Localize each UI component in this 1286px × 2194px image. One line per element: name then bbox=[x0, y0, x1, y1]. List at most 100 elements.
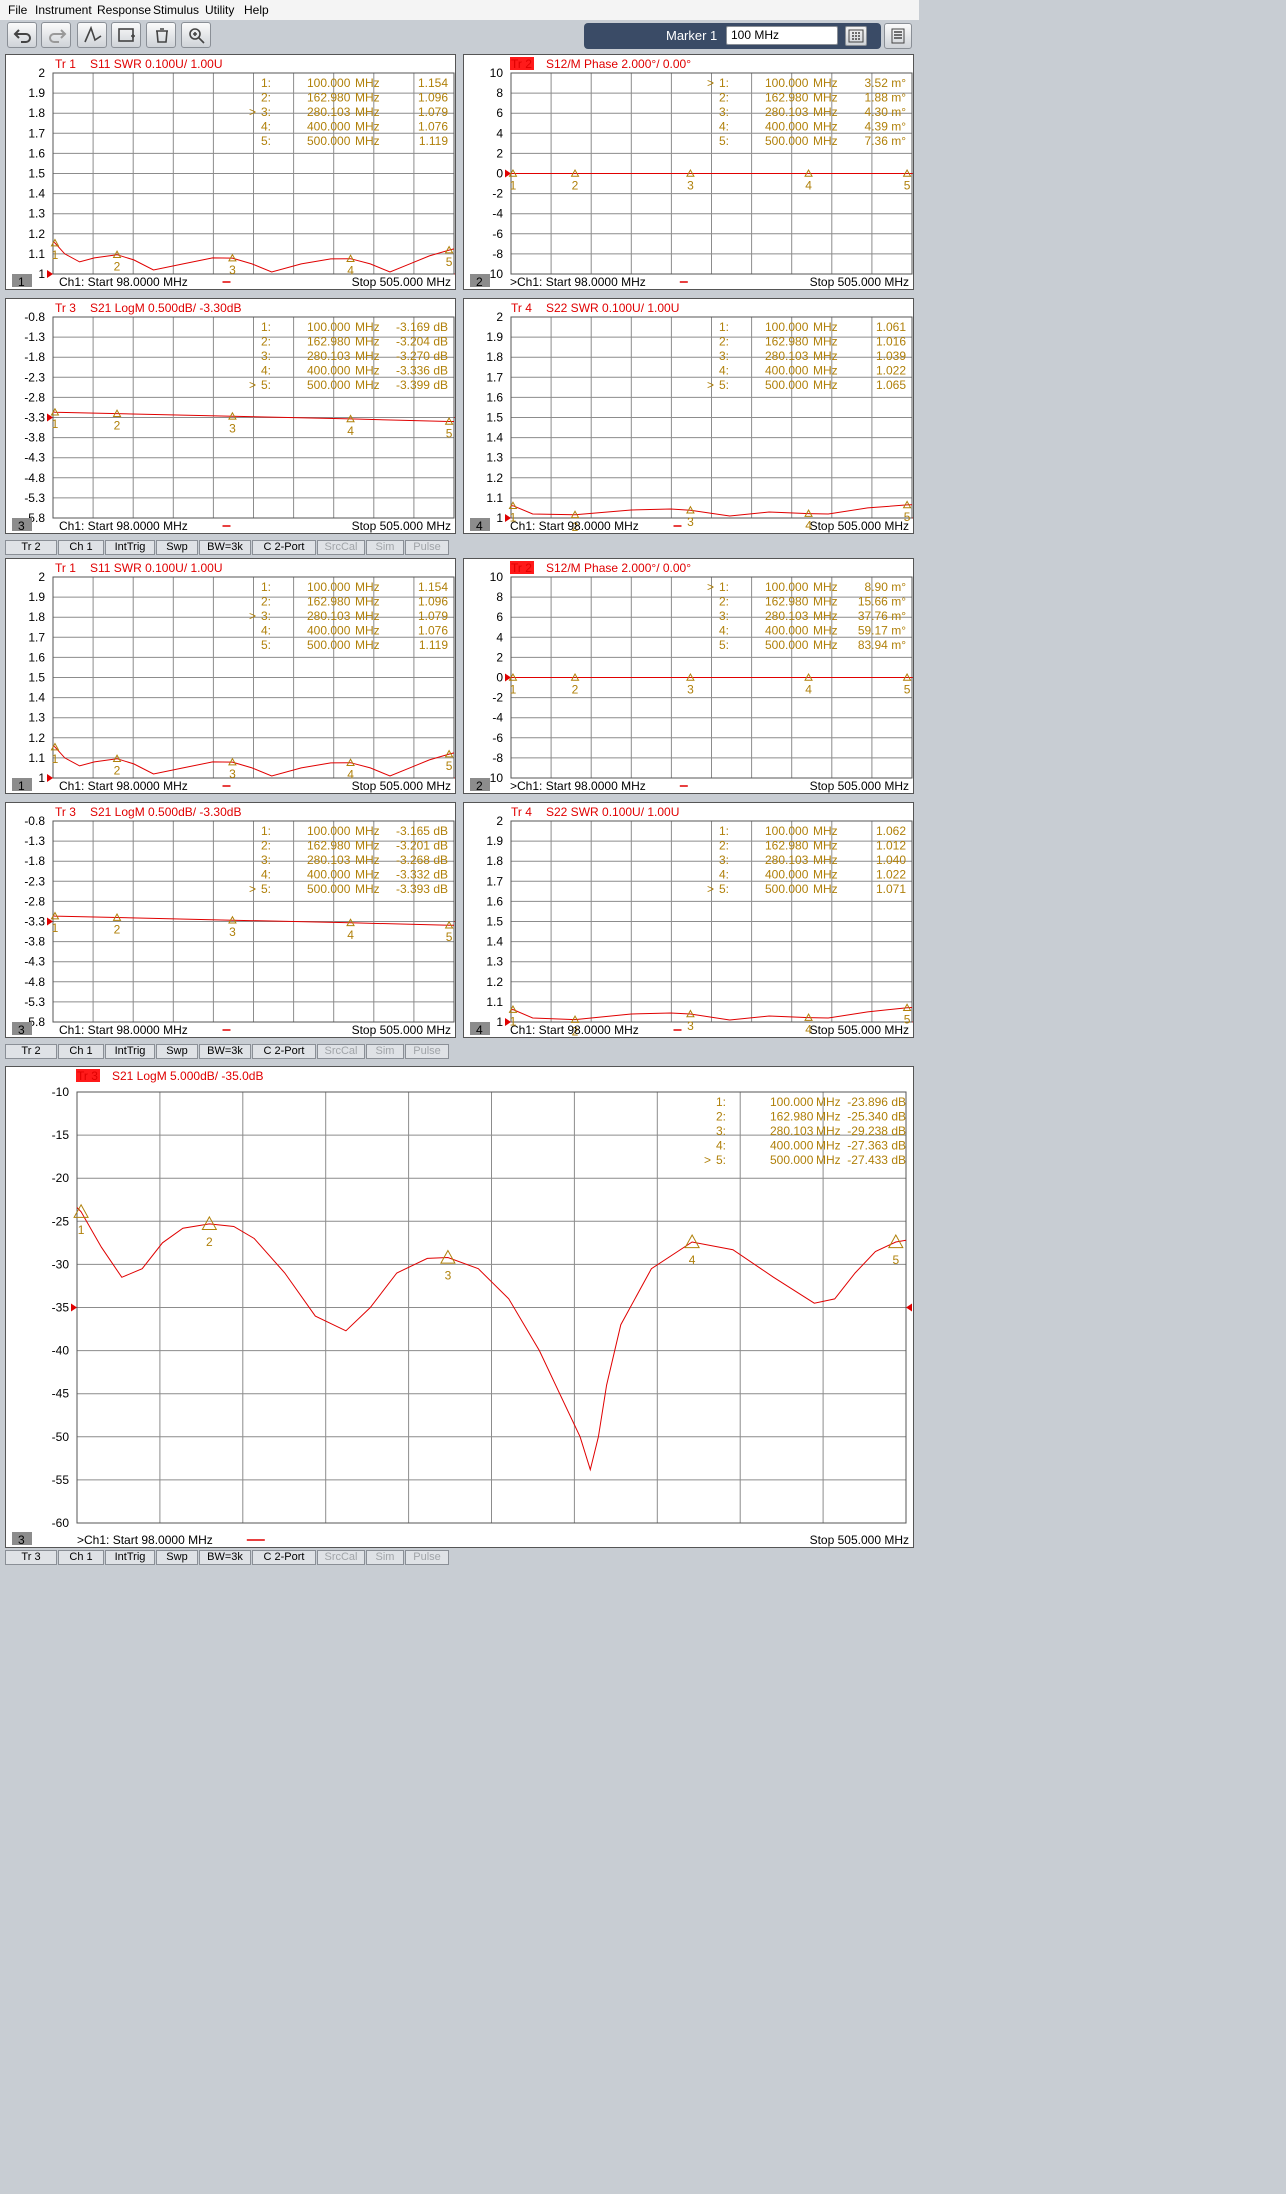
status-item-srccal[interactable]: SrcCal bbox=[317, 1044, 365, 1059]
marker-triangle[interactable] bbox=[804, 672, 813, 681]
marker-triangle[interactable] bbox=[201, 1215, 218, 1230]
menu-stimulus[interactable]: Stimulus bbox=[153, 3, 200, 17]
hamburger-menu-button[interactable] bbox=[884, 23, 912, 49]
delete-button[interactable] bbox=[146, 22, 176, 48]
marker-triangle[interactable] bbox=[508, 672, 518, 681]
status-item-sim[interactable]: Sim bbox=[366, 1550, 404, 1565]
trace-panel-4[interactable]: 2 1.9 1.8 1.7 1.6 1.5 1.4 1.3 1.2 1.1 1 Tr 4 S22 SWR… bbox=[463, 298, 914, 534]
marker-triangle[interactable] bbox=[686, 1009, 695, 1018]
marker-triangle[interactable] bbox=[346, 414, 355, 423]
trace-panel-7[interactable]: -0.8 -1.3 -1.8 -2.3 -2.8 -3.3 -3.8 -4.3 -4.8 -5.3… bbox=[5, 802, 456, 1038]
trace-panel-1[interactable]: 2 1.9 1.8 1.7 1.6 1.5 1.4 1.3 1.2 1.1 1 Tr 1 S11 SWR… bbox=[5, 54, 456, 290]
marker-triangle[interactable] bbox=[50, 238, 60, 247]
add-marker-button[interactable] bbox=[77, 22, 107, 48]
marker-triangle[interactable] bbox=[508, 168, 518, 177]
marker-triangle[interactable] bbox=[686, 168, 695, 177]
marker-triangle[interactable] bbox=[804, 509, 813, 517]
status-item-ch-1[interactable]: Ch 1 bbox=[58, 540, 104, 555]
status-item-tr-2[interactable]: Tr 2 bbox=[5, 540, 57, 555]
marker-triangle[interactable] bbox=[346, 758, 355, 767]
status-item-sim[interactable]: Sim bbox=[366, 1044, 404, 1059]
marker-triangle[interactable] bbox=[887, 1233, 904, 1249]
status-item-inttrig[interactable]: IntTrig bbox=[105, 1550, 155, 1565]
status-item-inttrig[interactable]: IntTrig bbox=[105, 540, 155, 555]
status-item-swp[interactable]: Swp bbox=[156, 1550, 198, 1565]
y-tick-label: 1.5 bbox=[28, 167, 45, 181]
menu-utility[interactable]: Utility bbox=[205, 3, 235, 17]
marker-triangle[interactable] bbox=[228, 915, 237, 924]
status-item-c-2-port[interactable]: C 2-Port bbox=[252, 1550, 316, 1565]
marker-triangle[interactable] bbox=[508, 1005, 518, 1013]
marker-value-input[interactable]: 100 MHz bbox=[726, 26, 838, 45]
status-item-srccal[interactable]: SrcCal bbox=[317, 1550, 365, 1565]
status-item-pulse[interactable]: Pulse bbox=[405, 1044, 449, 1059]
status-item-pulse[interactable]: Pulse bbox=[405, 1550, 449, 1565]
menu-response[interactable]: Response bbox=[97, 3, 152, 17]
marker-triangle[interactable] bbox=[444, 749, 454, 758]
redo-button[interactable] bbox=[41, 22, 71, 48]
marker-triangle[interactable] bbox=[902, 672, 912, 681]
marker-triangle[interactable] bbox=[112, 912, 122, 921]
marker-triangle[interactable] bbox=[508, 501, 518, 510]
marker-triangle[interactable] bbox=[228, 411, 237, 420]
marker-triangle[interactable] bbox=[686, 505, 695, 514]
trace-panel-5[interactable]: 2 1.9 1.8 1.7 1.6 1.5 1.4 1.3 1.2 1.1 1 Tr 1 S11 SWR… bbox=[5, 558, 456, 794]
marker-triangle[interactable] bbox=[73, 1203, 89, 1218]
marker-triangle[interactable] bbox=[804, 1013, 813, 1021]
marker-triangle[interactable] bbox=[50, 407, 60, 416]
status-item-c-2-port[interactable]: C 2-Port bbox=[252, 1044, 316, 1059]
status-item-swp[interactable]: Swp bbox=[156, 540, 198, 555]
marker-triangle[interactable] bbox=[346, 254, 355, 263]
status-item-tr-3[interactable]: Tr 3 bbox=[5, 1550, 57, 1565]
keypad-button[interactable] bbox=[845, 26, 867, 46]
trace-panel-6[interactable]: 10 8 6 4 2 0 -2 -4 -6 -8 -10 Tr 2 S12/M Phase 2.000°… bbox=[463, 558, 914, 794]
marker-triangle[interactable] bbox=[50, 911, 60, 920]
marker-triangle[interactable] bbox=[112, 250, 122, 259]
status-item-srccal[interactable]: SrcCal bbox=[317, 540, 365, 555]
marker-triangle[interactable] bbox=[50, 742, 60, 751]
marker-triangle[interactable] bbox=[440, 1249, 456, 1264]
status-item-sim[interactable]: Sim bbox=[366, 540, 404, 555]
marker-triangle[interactable] bbox=[444, 920, 454, 929]
marker-triangle[interactable] bbox=[804, 168, 813, 177]
menu-file[interactable]: File bbox=[8, 3, 28, 17]
status-item-inttrig[interactable]: IntTrig bbox=[105, 1044, 155, 1059]
trace-panel-2[interactable]: 10 8 6 4 2 0 -2 -4 -6 -8 -10 Tr 2 S12/M Phase 2.000°… bbox=[463, 54, 914, 290]
status-item-ch-1[interactable]: Ch 1 bbox=[58, 1550, 104, 1565]
marker-triangle[interactable] bbox=[686, 672, 695, 681]
add-trace-button[interactable] bbox=[111, 22, 141, 48]
marker-triangle[interactable] bbox=[902, 1003, 912, 1012]
marker-triangle[interactable] bbox=[112, 409, 122, 417]
status-item-pulse[interactable]: Pulse bbox=[405, 540, 449, 555]
menu-help[interactable]: Help bbox=[244, 3, 269, 17]
marker-triangle[interactable] bbox=[112, 754, 122, 763]
marker-triangle[interactable] bbox=[228, 253, 237, 262]
marker-triangle[interactable] bbox=[228, 757, 237, 766]
marker-triangle[interactable] bbox=[902, 168, 912, 177]
marker-triangle[interactable] bbox=[444, 416, 454, 425]
marker-triangle[interactable] bbox=[570, 168, 580, 177]
marker-triangle[interactable] bbox=[570, 1015, 580, 1023]
marker-table-cell: 3: bbox=[719, 853, 729, 867]
marker-triangle[interactable] bbox=[444, 245, 454, 254]
marker-triangle[interactable] bbox=[346, 918, 355, 927]
trace-panel-9[interactable]: -10 -15 -20 -25 -30 -35 -40 -45 -50 -55 -60 Tr 3 S21… bbox=[5, 1066, 914, 1548]
marker-triangle[interactable] bbox=[570, 510, 580, 519]
magnifier-icon bbox=[189, 28, 205, 44]
menu-instrument[interactable]: Instrument bbox=[35, 3, 92, 17]
status-item-tr-2[interactable]: Tr 2 bbox=[5, 1044, 57, 1059]
trace-panel-3[interactable]: -0.8 -1.3 -1.8 -2.3 -2.8 -3.3 -3.8 -4.3 -4.8 -5.3… bbox=[5, 298, 456, 534]
status-item-bw-3k[interactable]: BW=3k bbox=[199, 1550, 251, 1565]
marker-triangle[interactable] bbox=[684, 1233, 700, 1249]
marker-triangle[interactable] bbox=[902, 500, 912, 509]
zoom-button[interactable] bbox=[181, 22, 211, 48]
status-item-bw-3k[interactable]: BW=3k bbox=[199, 1044, 251, 1059]
y-tick-label: -10 bbox=[52, 1085, 70, 1099]
trace-panel-8[interactable]: 2 1.9 1.8 1.7 1.6 1.5 1.4 1.3 1.2 1.1 1 Tr 4 S22 SWR… bbox=[463, 802, 914, 1038]
status-item-c-2-port[interactable]: C 2-Port bbox=[252, 540, 316, 555]
marker-triangle[interactable] bbox=[570, 672, 580, 681]
status-item-bw-3k[interactable]: BW=3k bbox=[199, 540, 251, 555]
undo-button[interactable] bbox=[7, 22, 37, 48]
status-item-ch-1[interactable]: Ch 1 bbox=[58, 1044, 104, 1059]
status-item-swp[interactable]: Swp bbox=[156, 1044, 198, 1059]
